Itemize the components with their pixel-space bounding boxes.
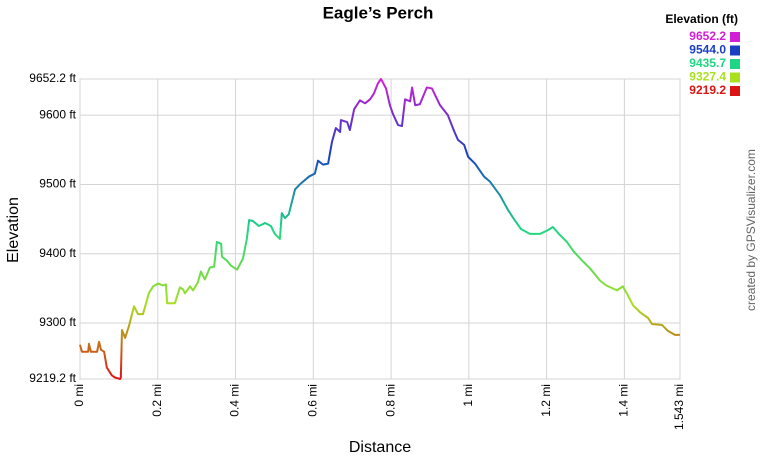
legend-label: 9544.0 xyxy=(689,43,726,57)
x-tick-label: 0.8 mi xyxy=(383,384,397,417)
y-axis-label: Elevation xyxy=(5,197,22,263)
legend-swatch xyxy=(730,59,740,69)
x-tick-label: 1.543 mi xyxy=(672,384,686,430)
y-tick-label: 9300 ft xyxy=(39,315,76,329)
legend-label: 9652.2 xyxy=(689,29,726,43)
y-tick-label: 9400 ft xyxy=(39,246,76,260)
elevation-line xyxy=(79,78,680,380)
legend-swatch xyxy=(730,32,740,42)
y-tick-label: 9652.2 ft xyxy=(29,71,76,85)
x-tick-label: 0.6 mi xyxy=(305,384,319,417)
y-tick-label: 9500 ft xyxy=(39,177,76,191)
legend-label: 9219.2 xyxy=(689,83,726,97)
plot-area xyxy=(79,78,681,380)
x-tick-label: 1.2 mi xyxy=(539,384,553,417)
legend-swatch xyxy=(730,45,740,56)
x-tick-label: 0.2 mi xyxy=(150,384,164,417)
x-tick-label: 0.4 mi xyxy=(228,384,242,417)
legend-label: 9327.4 xyxy=(689,70,726,84)
x-axis-label: Distance xyxy=(349,439,411,456)
x-tick-label: 1 mi xyxy=(461,384,475,407)
credit: created by GPSVisualizer.com xyxy=(744,149,758,311)
legend-swatch xyxy=(730,86,740,96)
y-tick-label: 9219.2 ft xyxy=(29,371,76,385)
legend-title: Elevation (ft) xyxy=(665,12,738,26)
chart-title: Eagle’s Perch xyxy=(323,3,434,22)
legend-swatch xyxy=(730,72,740,83)
x-tick-label: 0 mi xyxy=(72,384,86,407)
x-tick-label: 1.4 mi xyxy=(617,384,631,417)
y-tick-label: 9600 ft xyxy=(39,107,76,121)
legend-label: 9435.7 xyxy=(689,56,726,70)
